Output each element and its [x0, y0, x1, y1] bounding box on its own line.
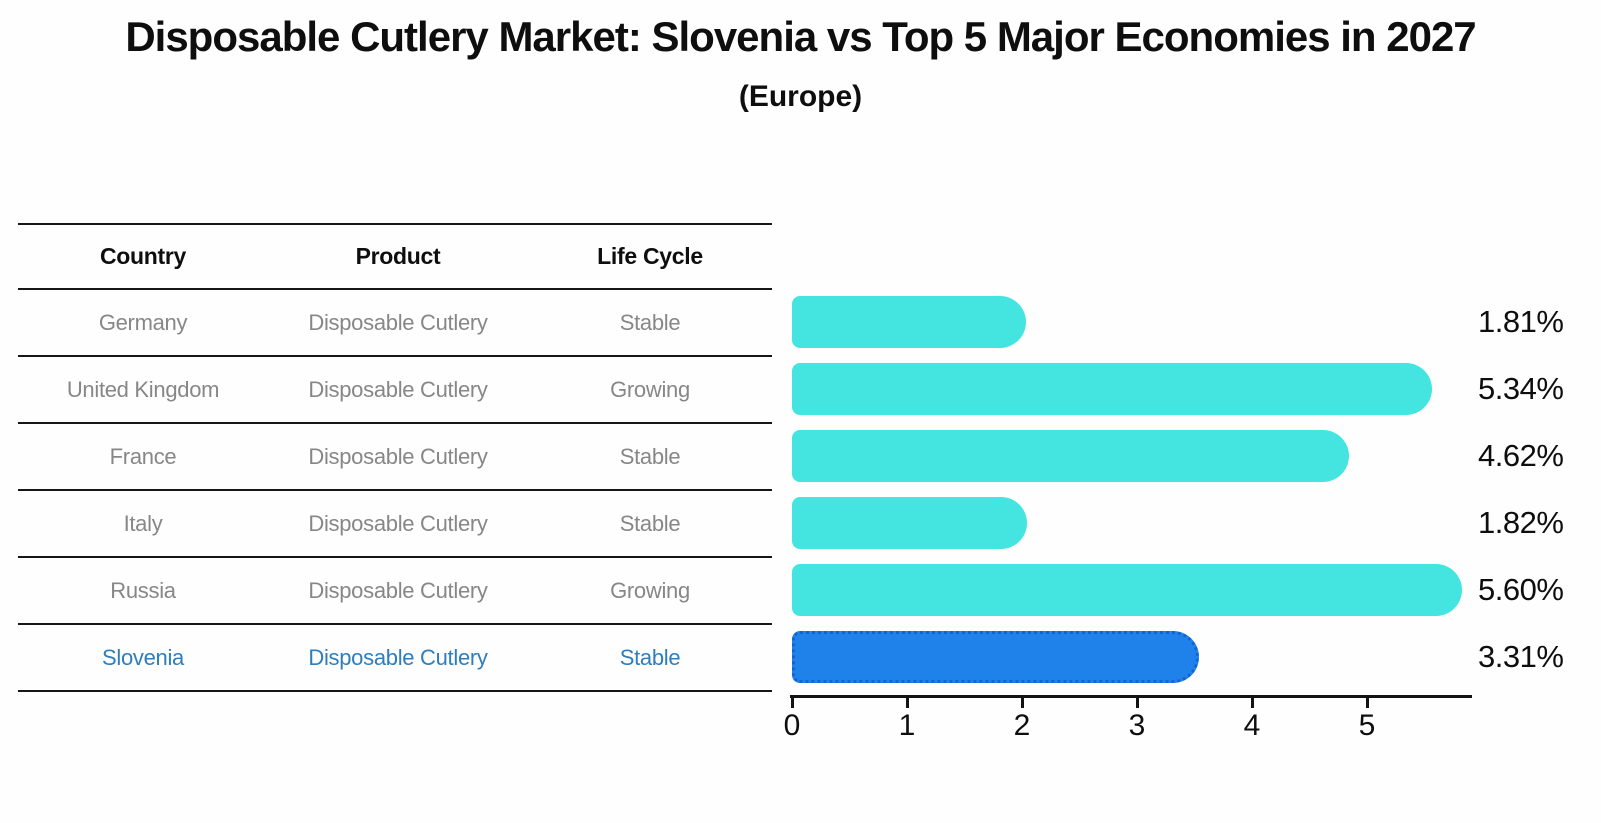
- chart-subtitle: (Europe): [738, 80, 863, 113]
- bar-value-label: 1.82%: [1478, 505, 1564, 540]
- x-tick-label: 3: [1128, 709, 1146, 742]
- comparison-table: Country Product Life Cycle Germany Disposabl…: [18, 223, 772, 692]
- x-tick-mark: [790, 698, 794, 708]
- table-cell-life-cycle: Stable: [619, 309, 681, 335]
- table-cell-product: Disposable Cutlery: [308, 510, 488, 536]
- bar: [792, 363, 1433, 415]
- bar-value-label: 1.81%: [1478, 304, 1564, 339]
- table-cell-country: France: [109, 443, 177, 469]
- x-tick-label: 0: [783, 709, 801, 742]
- table-cell-product: Disposable Cutlery: [308, 443, 488, 469]
- bar-value-label: 5.34%: [1478, 371, 1564, 406]
- bar: [792, 296, 1027, 348]
- chart-title: Disposable Cutlery Market: Slovenia vs T…: [125, 13, 1476, 60]
- table-cell-product: Disposable Cutlery: [308, 309, 488, 335]
- table-cell-country: United Kingdom: [66, 376, 220, 402]
- bar-value-label: 5.60%: [1478, 572, 1564, 607]
- table-row: Russia Disposable Cutlery Growing: [18, 558, 772, 625]
- table-row: Italy Disposable Cutlery Stable: [18, 491, 772, 558]
- bar-value-label: 3.31%: [1478, 639, 1564, 674]
- x-tick-label: 1: [898, 709, 916, 742]
- table-header-cell: Life Cycle: [597, 243, 703, 269]
- table-cell-life-cycle: Growing: [610, 577, 690, 603]
- x-tick-mark: [1365, 698, 1369, 708]
- table-cell-product: Disposable Cutlery: [308, 577, 488, 603]
- table-cell-life-cycle: Stable: [619, 510, 681, 536]
- bar-value-label: 4.62%: [1478, 438, 1564, 473]
- bar: [792, 497, 1028, 549]
- bar: [792, 564, 1462, 616]
- table-row: United Kingdom Disposable Cutlery Growing: [18, 357, 772, 424]
- table-row: Germany Disposable Cutlery Stable: [18, 290, 772, 357]
- x-tick-mark: [1135, 698, 1139, 708]
- x-tick-mark: [1250, 698, 1254, 708]
- table-cell-life-cycle: Growing: [610, 376, 690, 402]
- table-cell-country: Russia: [110, 577, 176, 603]
- table-cell-country: Italy: [123, 510, 163, 536]
- table-cell-country: Germany: [98, 309, 188, 335]
- table-cell-product: Disposable Cutlery: [308, 644, 488, 670]
- table-header-row: Country Product Life Cycle: [18, 225, 772, 290]
- x-tick-label: 5: [1358, 709, 1376, 742]
- table-cell-life-cycle: Stable: [619, 443, 681, 469]
- table-cell-country: Slovenia: [102, 644, 184, 670]
- x-tick-label: 4: [1243, 709, 1261, 742]
- x-tick-mark: [905, 698, 909, 708]
- table-row: Slovenia Disposable Cutlery Stable: [18, 625, 772, 692]
- table-header-cell: Product: [355, 243, 441, 269]
- bar: [792, 430, 1350, 482]
- x-tick-mark: [1020, 698, 1024, 708]
- table-header-cell: Country: [99, 243, 187, 269]
- table-row: France Disposable Cutlery Stable: [18, 424, 772, 491]
- table-cell-product: Disposable Cutlery: [308, 376, 488, 402]
- x-axis-line: [790, 695, 1472, 698]
- bar-highlight: [792, 631, 1199, 683]
- table-cell-life-cycle: Stable: [619, 644, 681, 670]
- x-tick-label: 2: [1013, 709, 1031, 742]
